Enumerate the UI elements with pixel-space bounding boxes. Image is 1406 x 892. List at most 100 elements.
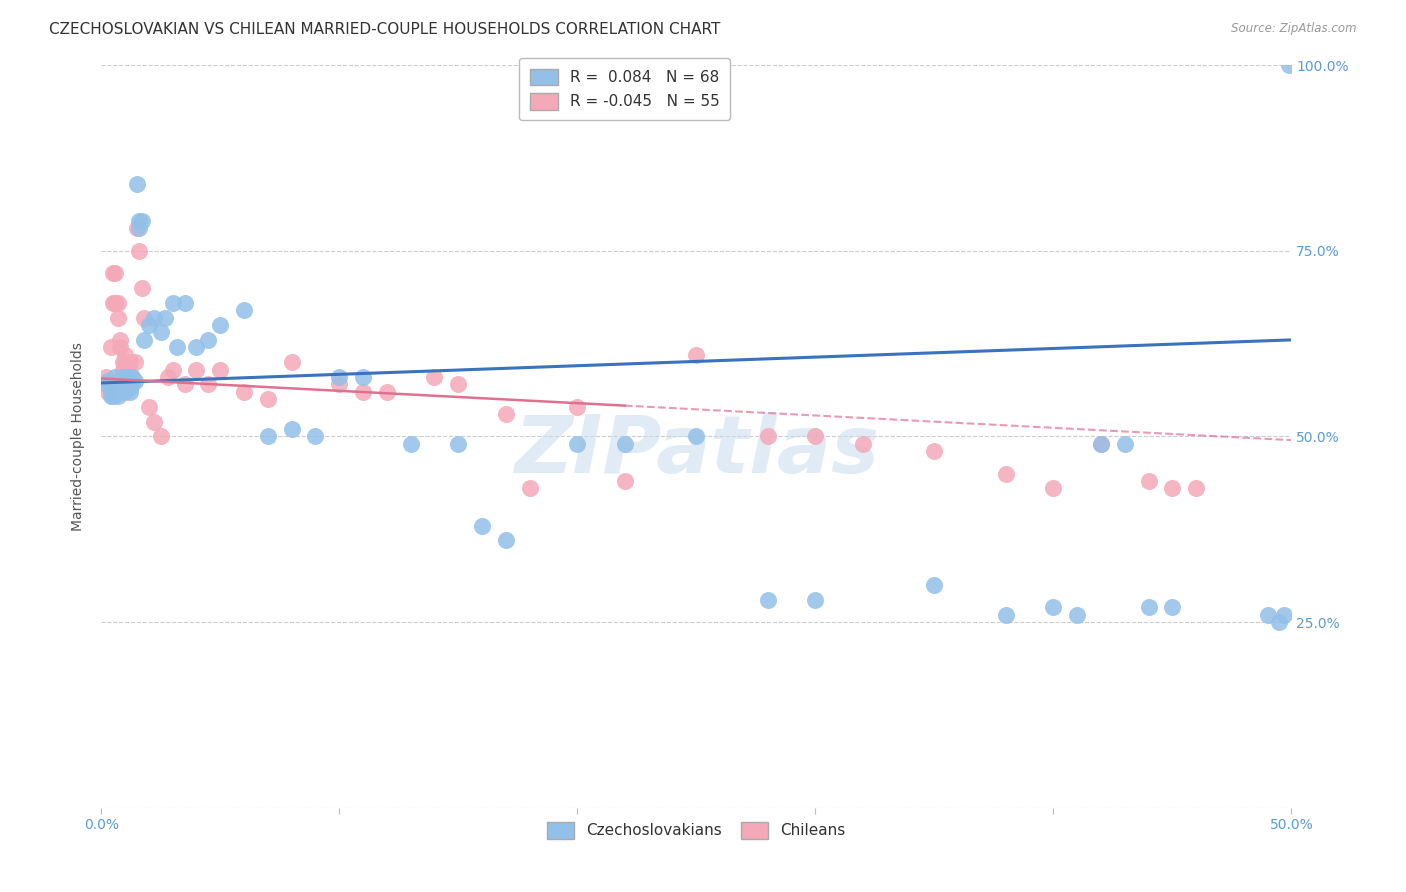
Point xyxy=(114,384,136,399)
Point xyxy=(117,362,139,376)
Point xyxy=(107,295,129,310)
Point xyxy=(111,362,134,376)
Point xyxy=(132,333,155,347)
Point xyxy=(94,377,117,392)
Point xyxy=(256,392,278,407)
Point xyxy=(101,295,124,310)
Point xyxy=(1042,482,1064,496)
Point xyxy=(1137,474,1160,488)
Point xyxy=(567,437,589,451)
Point xyxy=(1090,437,1112,451)
Point xyxy=(852,437,875,451)
Point xyxy=(233,384,256,399)
Point xyxy=(149,326,172,340)
Text: CZECHOSLOVAKIAN VS CHILEAN MARRIED-COUPLE HOUSEHOLDS CORRELATION CHART: CZECHOSLOVAKIAN VS CHILEAN MARRIED-COUPL… xyxy=(49,22,721,37)
Point xyxy=(121,370,143,384)
Point xyxy=(423,370,446,384)
Point xyxy=(756,429,779,443)
Point xyxy=(142,415,165,429)
Point xyxy=(1278,58,1301,72)
Point xyxy=(131,281,153,295)
Point xyxy=(110,374,132,388)
Point xyxy=(131,214,153,228)
Point xyxy=(110,340,132,354)
Point xyxy=(101,381,124,395)
Point xyxy=(352,384,374,399)
Point xyxy=(110,333,132,347)
Point xyxy=(101,388,124,402)
Point xyxy=(994,467,1017,481)
Point xyxy=(124,355,146,369)
Point xyxy=(107,388,129,402)
Point xyxy=(613,474,636,488)
Point xyxy=(128,221,150,235)
Point xyxy=(471,518,494,533)
Point xyxy=(209,362,232,376)
Point xyxy=(1161,600,1184,615)
Point xyxy=(256,429,278,443)
Point xyxy=(1137,600,1160,615)
Point xyxy=(1090,437,1112,451)
Point xyxy=(132,310,155,325)
Point xyxy=(104,295,127,310)
Point xyxy=(97,384,120,399)
Point xyxy=(804,592,827,607)
Point xyxy=(1066,607,1088,622)
Point xyxy=(162,295,184,310)
Point xyxy=(1272,607,1295,622)
Point xyxy=(101,266,124,280)
Point xyxy=(111,381,134,395)
Point xyxy=(352,370,374,384)
Point xyxy=(613,437,636,451)
Point xyxy=(118,381,141,395)
Point xyxy=(924,444,946,458)
Point xyxy=(495,407,517,421)
Point xyxy=(128,214,150,228)
Point xyxy=(138,318,160,332)
Point xyxy=(1114,437,1136,451)
Point xyxy=(328,370,350,384)
Point xyxy=(125,221,148,235)
Point xyxy=(100,340,122,354)
Point xyxy=(399,437,422,451)
Point xyxy=(280,355,302,369)
Point xyxy=(117,370,139,384)
Point xyxy=(209,318,232,332)
Point xyxy=(186,362,208,376)
Point xyxy=(304,429,326,443)
Point xyxy=(756,592,779,607)
Point xyxy=(101,377,124,392)
Y-axis label: Married-couple Households: Married-couple Households xyxy=(72,342,86,531)
Point xyxy=(142,310,165,325)
Point xyxy=(111,370,134,384)
Point xyxy=(110,384,132,399)
Point xyxy=(280,422,302,436)
Point xyxy=(124,374,146,388)
Point xyxy=(197,377,219,392)
Point xyxy=(1161,482,1184,496)
Point xyxy=(173,295,195,310)
Point xyxy=(162,362,184,376)
Point xyxy=(924,578,946,592)
Point xyxy=(100,388,122,402)
Point xyxy=(118,384,141,399)
Point xyxy=(1257,607,1279,622)
Point xyxy=(128,244,150,258)
Point xyxy=(114,377,136,392)
Point xyxy=(328,377,350,392)
Point xyxy=(166,340,188,354)
Text: Source: ZipAtlas.com: Source: ZipAtlas.com xyxy=(1232,22,1357,36)
Point xyxy=(197,333,219,347)
Point xyxy=(495,533,517,548)
Point xyxy=(94,370,117,384)
Point xyxy=(519,482,541,496)
Point xyxy=(107,310,129,325)
Point xyxy=(114,355,136,369)
Point xyxy=(121,370,143,384)
Point xyxy=(994,607,1017,622)
Point xyxy=(111,355,134,369)
Point xyxy=(567,400,589,414)
Text: ZIPatlas: ZIPatlas xyxy=(513,412,879,491)
Point xyxy=(114,381,136,395)
Point xyxy=(447,437,470,451)
